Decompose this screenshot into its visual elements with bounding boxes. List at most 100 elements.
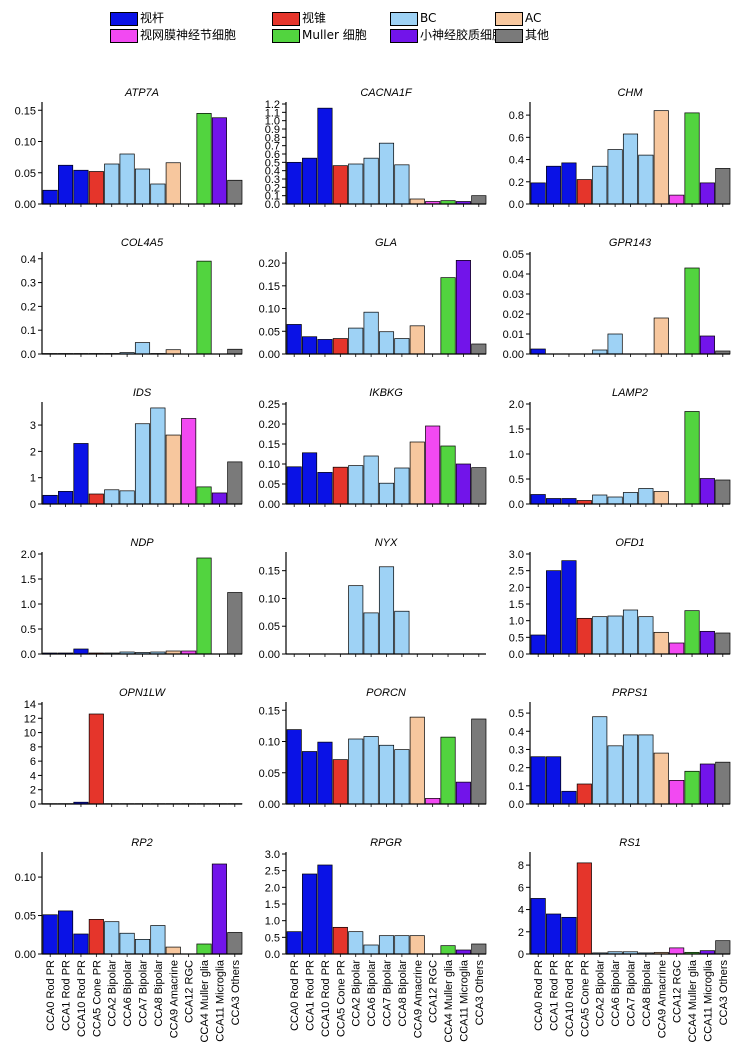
bar xyxy=(546,571,560,654)
y-tick-label: 1.2 xyxy=(265,99,280,111)
bar xyxy=(349,932,363,954)
bar xyxy=(364,158,378,204)
x-category-label: CCA2 Bipolar xyxy=(107,960,119,1027)
bar xyxy=(349,466,363,504)
legend-label: AC xyxy=(525,11,541,25)
bar xyxy=(669,948,683,954)
bar xyxy=(379,332,393,354)
legend-swatch xyxy=(495,29,523,43)
bar xyxy=(228,932,242,954)
x-category-label: CCA7 Bipolar xyxy=(626,960,638,1027)
y-tick-label: 2.0 xyxy=(265,882,280,894)
y-tick-label: 0.20 xyxy=(259,419,280,431)
bar xyxy=(654,632,668,654)
y-tick-label: 0.00 xyxy=(259,349,280,361)
legend-swatch xyxy=(110,12,138,26)
y-tick-label: 0.05 xyxy=(259,621,280,633)
bar xyxy=(364,456,378,504)
bar xyxy=(349,164,363,204)
y-tick-label: 0 xyxy=(30,499,36,511)
bar xyxy=(593,617,607,654)
y-tick-label: 2.0 xyxy=(509,399,524,411)
bar xyxy=(58,165,72,204)
y-tick-label: 0.6 xyxy=(509,132,524,144)
bar xyxy=(151,184,165,204)
y-tick-label: 0.1 xyxy=(21,325,36,337)
bar xyxy=(441,446,455,504)
bar xyxy=(441,278,455,354)
legend-label: Muller 细胞 xyxy=(302,28,367,42)
bar xyxy=(120,933,134,954)
x-category-label: CCA12 RGC xyxy=(428,960,440,1023)
bar xyxy=(577,863,591,954)
y-tick-label: 2 xyxy=(30,785,36,797)
bar xyxy=(639,735,653,804)
bar xyxy=(472,468,486,504)
y-tick-label: 0.2 xyxy=(509,177,524,189)
bar xyxy=(197,113,211,204)
bar xyxy=(135,424,149,504)
y-tick-label: 0.5 xyxy=(21,624,36,636)
x-category-label: CCA1 Rod PR xyxy=(305,960,317,1031)
y-tick-label: 0.00 xyxy=(259,499,280,511)
y-tick-label: 0.00 xyxy=(15,949,36,961)
chart-title: OPN1LW xyxy=(119,687,167,699)
legend-label: BC xyxy=(420,11,436,25)
y-tick-label: 0.2 xyxy=(509,763,524,775)
x-category-label: CCA6 Bipolar xyxy=(122,960,134,1027)
bar xyxy=(364,737,378,805)
bar xyxy=(562,791,576,804)
y-tick-label: 0.5 xyxy=(509,632,524,644)
y-tick-label: 1 xyxy=(30,473,36,485)
bar xyxy=(593,717,607,804)
y-tick-label: 3.0 xyxy=(265,849,280,861)
bar xyxy=(74,170,88,204)
legend-item: 小神经胶质细胞 xyxy=(390,28,504,44)
y-tick-label: 0.15 xyxy=(259,566,280,578)
x-category-label: CCA8 Bipolar xyxy=(641,960,653,1027)
bar xyxy=(472,196,486,204)
bar xyxy=(531,898,545,954)
bar xyxy=(546,499,560,505)
legend-item: 视网膜神经节细胞 xyxy=(110,28,236,44)
y-tick-label: 0.25 xyxy=(259,399,280,411)
chart-title: PORCN xyxy=(366,687,406,699)
chart-title: CACNA1F xyxy=(360,87,413,99)
bar xyxy=(654,492,668,505)
legend-label: 视杆 xyxy=(140,11,164,25)
bar xyxy=(425,798,439,804)
legend-swatch xyxy=(390,29,418,43)
x-category-label: CCA12 RGC xyxy=(672,960,684,1023)
y-tick-label: 0.4 xyxy=(509,726,524,738)
chart-title: GPR143 xyxy=(609,237,652,249)
y-tick-label: 0.00 xyxy=(259,649,280,661)
bar xyxy=(441,737,455,804)
y-tick-label: 10 xyxy=(24,728,36,740)
bar xyxy=(333,927,347,954)
y-tick-label: 0.0 xyxy=(509,199,524,211)
bar xyxy=(302,874,316,954)
y-tick-label: 2.0 xyxy=(509,582,524,594)
bar xyxy=(228,349,242,354)
bar xyxy=(546,166,560,204)
y-tick-label: 2 xyxy=(30,446,36,458)
bar xyxy=(105,164,119,204)
chart-title: NDP xyxy=(130,537,154,549)
x-category-label: CCA2 Bipolar xyxy=(595,960,607,1027)
bar xyxy=(58,491,72,504)
y-tick-label: 0 xyxy=(30,799,36,811)
bar xyxy=(395,750,409,804)
y-tick-label: 0.15 xyxy=(259,281,280,293)
legend-swatch xyxy=(272,29,300,43)
bar xyxy=(228,180,242,204)
bar xyxy=(531,183,545,204)
y-tick-label: 2.5 xyxy=(509,566,524,578)
bar xyxy=(43,915,57,954)
bar xyxy=(593,166,607,204)
legend-label: 视网膜神经节细胞 xyxy=(140,28,236,42)
bar xyxy=(228,462,242,504)
bar xyxy=(531,495,545,505)
bar xyxy=(212,118,226,204)
